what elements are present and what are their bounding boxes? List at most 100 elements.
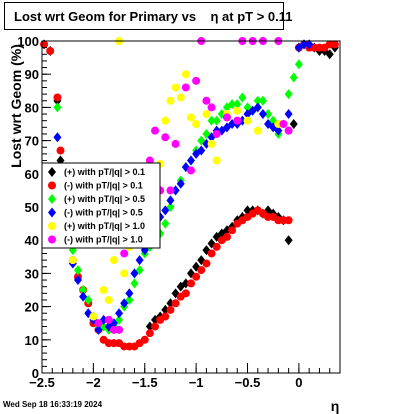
data-point	[151, 322, 160, 331]
data-point	[243, 116, 252, 125]
data-point	[161, 312, 170, 321]
data-point	[171, 139, 180, 148]
data-point	[115, 308, 124, 319]
data-point	[238, 115, 247, 126]
legend-label: (+) with pT/|q| > 1.0	[64, 221, 145, 231]
data-point	[120, 269, 129, 278]
data-point	[253, 95, 262, 106]
data-point	[166, 305, 175, 314]
data-point	[166, 96, 175, 105]
legend-marker	[48, 235, 56, 244]
data-point	[140, 335, 149, 344]
data-point	[212, 115, 221, 126]
legend-marker	[48, 194, 56, 204]
data-point	[79, 291, 88, 302]
data-point	[238, 92, 247, 103]
data-point	[125, 288, 134, 299]
data-point	[284, 216, 293, 225]
y-tick-label: 40	[25, 233, 39, 248]
timestamp: Wed Sep 18 16:33:19 2024	[3, 400, 103, 409]
legend-marker	[48, 207, 56, 218]
data-point	[166, 298, 175, 309]
x-tick-label: −0.5	[235, 375, 261, 390]
data-point	[289, 72, 298, 83]
data-point	[181, 289, 190, 298]
data-point	[258, 109, 267, 120]
legend-label: (+) with pT/|q| > 0.5	[64, 194, 145, 204]
data-point	[228, 99, 237, 110]
x-tick-label: −2	[86, 375, 101, 390]
data-point	[53, 102, 62, 113]
data-marks	[40, 37, 339, 351]
y-axis-label: Lost wrt Geom (%)	[8, 44, 24, 168]
data-point	[279, 120, 288, 128]
data-point	[222, 232, 231, 241]
data-point	[202, 259, 211, 268]
data-point	[46, 46, 55, 55]
data-point	[258, 95, 267, 106]
x-tick-label: −1.5	[132, 375, 158, 390]
data-point	[207, 115, 216, 126]
y-tick-label: 70	[25, 134, 39, 149]
legend: (+) with pT/|q| > 0.1 (-) with pT/|q| > 0…	[41, 162, 161, 249]
y-tick-label: 30	[25, 266, 39, 281]
y-tick-label: 10	[25, 333, 39, 348]
y-tick-label: 20	[25, 300, 39, 315]
data-point	[300, 39, 309, 50]
data-point	[207, 249, 216, 258]
data-point	[212, 242, 221, 251]
data-point	[202, 110, 211, 119]
legend-label: (-) with pT/|q| > 0.5	[64, 208, 143, 218]
data-point	[192, 272, 201, 281]
data-point	[166, 195, 175, 206]
data-point	[115, 325, 124, 334]
data-point	[130, 278, 139, 289]
data-point	[289, 119, 298, 129]
x-tick-label: −1	[189, 375, 204, 390]
axes: −2.5 −2 −1.5 −1 −0.5 0 0 10 20 30 40 50 60 70 80 90 100	[17, 34, 341, 390]
data-point	[109, 256, 118, 265]
data-point	[202, 138, 211, 149]
data-point	[135, 255, 144, 266]
data-point	[161, 304, 170, 315]
y-tick-label: 50	[25, 200, 39, 215]
data-point	[192, 76, 201, 85]
data-point	[197, 266, 206, 275]
y-tick-label: 90	[25, 67, 39, 82]
data-point	[197, 145, 206, 156]
data-point	[325, 49, 334, 60]
legend-box	[41, 162, 161, 249]
data-point	[181, 83, 190, 92]
data-point	[53, 132, 62, 143]
data-point	[187, 166, 195, 175]
data-point	[187, 155, 195, 166]
data-point	[253, 126, 262, 135]
legend-marker	[48, 167, 56, 177]
data-point	[222, 113, 231, 122]
data-point	[294, 59, 303, 70]
chart-title: Lost wrt Geom for Primary vs η at pT > 0…	[4, 2, 293, 30]
data-point	[94, 324, 103, 335]
data-point	[120, 249, 129, 258]
data-point	[187, 113, 195, 122]
data-point	[192, 120, 201, 128]
data-point	[253, 102, 262, 113]
legend-label: (-) with pT/|q| > 0.1	[64, 181, 143, 191]
data-point	[284, 109, 293, 120]
data-point	[212, 156, 221, 165]
y-tick-label: 100	[17, 34, 39, 49]
data-point	[56, 146, 65, 155]
y-tick-label: 0	[32, 366, 39, 381]
data-point	[40, 40, 49, 49]
data-point	[94, 319, 103, 328]
x-tick-label: 0	[295, 375, 302, 390]
data-point	[181, 278, 190, 289]
data-point	[233, 116, 242, 125]
data-point	[53, 93, 62, 102]
data-point	[99, 286, 108, 294]
data-point	[171, 83, 180, 92]
data-point	[207, 139, 216, 148]
data-point	[187, 279, 195, 288]
data-point	[89, 312, 98, 321]
